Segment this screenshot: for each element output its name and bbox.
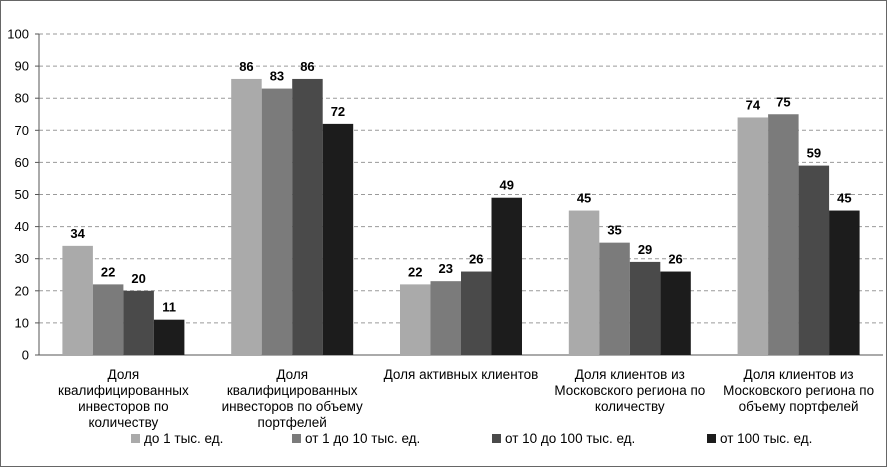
category-label: Доля клиентов из bbox=[575, 367, 685, 382]
legend-swatch bbox=[492, 434, 501, 443]
legend-swatch bbox=[707, 434, 716, 443]
data-label: 45 bbox=[837, 191, 851, 206]
category-label: квалифицированных bbox=[227, 383, 358, 398]
data-label: 26 bbox=[469, 252, 483, 267]
bar bbox=[292, 78, 323, 355]
category-label: инвесторов по объему bbox=[222, 399, 363, 414]
legend-label: от 10 до 100 тыс. ед. bbox=[505, 431, 635, 446]
data-label: 83 bbox=[270, 69, 284, 84]
category-label: Московского региона по bbox=[554, 383, 705, 398]
category-label: портфелей bbox=[258, 415, 327, 430]
data-label: 29 bbox=[638, 242, 652, 257]
y-tick-label: 90 bbox=[15, 59, 29, 74]
bar bbox=[829, 210, 860, 355]
bar bbox=[629, 261, 661, 355]
data-label: 20 bbox=[131, 271, 145, 286]
bars bbox=[62, 78, 860, 356]
bar bbox=[568, 210, 600, 355]
category-label: Доля bbox=[108, 367, 140, 382]
data-label: 35 bbox=[607, 223, 621, 238]
data-label: 86 bbox=[300, 59, 314, 74]
bar bbox=[660, 271, 691, 355]
bar bbox=[737, 117, 769, 356]
bar bbox=[599, 242, 630, 355]
bar bbox=[231, 78, 262, 355]
legend-label: до 1 тыс. ед. bbox=[144, 431, 223, 446]
y-tick-label: 10 bbox=[15, 315, 29, 330]
legend: до 1 тыс. ед. от 1 до 10 тыс. ед. от 10 до… bbox=[131, 431, 812, 446]
legend-swatch bbox=[292, 434, 301, 443]
bar bbox=[322, 123, 354, 355]
bar bbox=[768, 114, 799, 355]
bar bbox=[123, 290, 154, 355]
data-label: 72 bbox=[331, 104, 345, 119]
bar bbox=[491, 197, 522, 355]
y-tick-label: 80 bbox=[15, 91, 29, 106]
data-label: 22 bbox=[101, 264, 115, 279]
gridlines bbox=[39, 33, 883, 324]
data-label: 49 bbox=[500, 178, 514, 193]
category-label: инвесторов по bbox=[78, 399, 169, 414]
data-labels: 34 22 20 11 86 83 86 72 22 23 26 49 45 35 29 26 74 75 59 45 bbox=[70, 59, 851, 315]
data-label: 45 bbox=[577, 191, 591, 206]
bar bbox=[798, 165, 830, 355]
category-label: объему портфелей bbox=[739, 399, 859, 414]
y-tick-label: 50 bbox=[15, 187, 29, 202]
category-label: Доля клиентов из bbox=[744, 367, 854, 382]
category-label: Доля активных клиентов bbox=[384, 367, 539, 382]
bar bbox=[400, 284, 431, 355]
bar bbox=[261, 88, 293, 355]
y-tick-label: 40 bbox=[15, 219, 29, 234]
y-tick-label: 70 bbox=[15, 123, 29, 138]
legend-label: от 1 до 10 тыс. ед. bbox=[305, 431, 420, 446]
bar bbox=[153, 319, 185, 355]
data-label: 22 bbox=[408, 264, 422, 279]
y-tick-label: 30 bbox=[15, 251, 29, 266]
y-tick-label: 20 bbox=[15, 283, 29, 298]
data-label: 59 bbox=[807, 146, 821, 161]
data-label: 75 bbox=[776, 94, 790, 109]
data-label: 26 bbox=[668, 252, 682, 267]
data-label: 23 bbox=[439, 261, 453, 276]
category-label: количеству bbox=[89, 415, 159, 430]
data-label: 74 bbox=[746, 97, 761, 112]
category-label: количеству bbox=[595, 399, 665, 414]
category-label: квалифицированных bbox=[58, 383, 189, 398]
legend-label: от 100 тыс. ед. bbox=[720, 431, 812, 446]
bar bbox=[430, 281, 461, 355]
y-tick-label: 100 bbox=[7, 27, 29, 42]
bar bbox=[461, 271, 492, 355]
legend-swatch bbox=[131, 434, 140, 443]
y-tick-label: 0 bbox=[22, 348, 29, 363]
bar bbox=[92, 284, 124, 355]
y-tick-label: 60 bbox=[15, 155, 29, 170]
data-label: 86 bbox=[239, 59, 253, 74]
category-label: Московского региона по bbox=[723, 383, 874, 398]
data-label: 11 bbox=[162, 300, 176, 315]
data-label: 34 bbox=[70, 226, 85, 241]
bar bbox=[62, 245, 93, 355]
category-label: Доля bbox=[276, 367, 308, 382]
